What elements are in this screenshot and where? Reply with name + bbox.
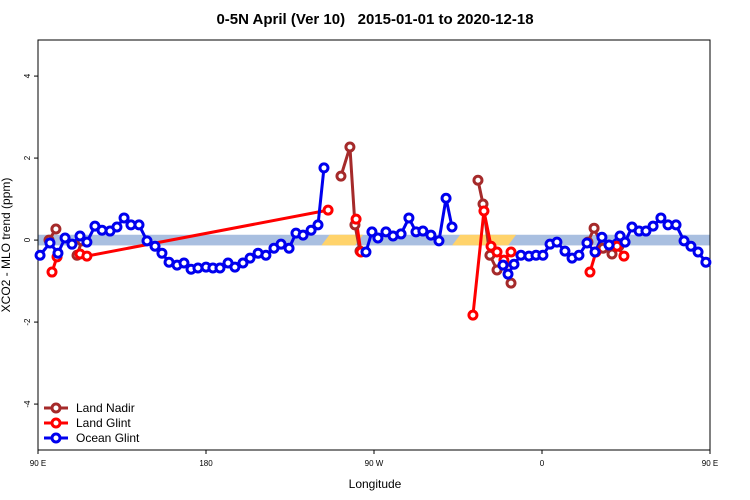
y-tick-label: 2	[23, 155, 32, 160]
data-point	[537, 249, 549, 261]
data-point	[372, 232, 384, 244]
data-point	[573, 249, 585, 261]
data-point	[244, 252, 256, 264]
legend-marker	[50, 417, 62, 429]
x-axis-label: Longitude	[349, 477, 402, 491]
data-point	[141, 235, 153, 247]
series-line	[47, 146, 621, 284]
data-point	[312, 219, 324, 231]
data-point	[46, 266, 58, 278]
data-point	[81, 250, 93, 262]
legend-marker	[50, 402, 62, 414]
data-point	[50, 223, 62, 235]
x-tick-label: 90 E	[702, 459, 718, 468]
data-point	[440, 192, 452, 204]
data-point	[670, 219, 682, 231]
data-point	[446, 221, 458, 233]
legend-label: Land Nadir	[76, 401, 135, 415]
data-point	[283, 242, 295, 254]
data-point	[81, 236, 93, 248]
data-point	[133, 219, 145, 231]
data-point	[395, 228, 407, 240]
data-point	[260, 249, 272, 261]
data-point	[589, 246, 601, 258]
data-point	[603, 239, 615, 251]
data-point	[678, 235, 690, 247]
band-highlight	[452, 234, 517, 246]
band-highlight	[321, 234, 364, 246]
data-point	[472, 174, 484, 186]
data-point	[588, 222, 600, 234]
data-point	[505, 246, 517, 258]
data-point	[74, 230, 86, 242]
data-point	[403, 212, 415, 224]
data-point	[467, 309, 479, 321]
data-point	[551, 236, 563, 248]
data-point	[478, 205, 490, 217]
legend-label: Land Glint	[76, 416, 131, 430]
data-point	[647, 220, 659, 232]
data-point	[34, 249, 46, 261]
data-point	[425, 229, 437, 241]
data-point	[335, 170, 347, 182]
data-point	[655, 212, 667, 224]
data-point	[596, 231, 608, 243]
data-point	[118, 212, 130, 224]
chart-title: 0-5N April (Ver 10) 2015-01-01 to 2020-1…	[216, 11, 533, 28]
y-tick-label: -4	[23, 400, 32, 408]
x-tick-label: 90 E	[30, 459, 46, 468]
data-point	[584, 266, 596, 278]
data-point	[305, 224, 317, 236]
y-tick-label: 0	[23, 237, 32, 242]
data-point	[433, 235, 445, 247]
data-point	[505, 277, 517, 289]
data-point	[508, 258, 520, 270]
data-point	[559, 245, 571, 257]
data-point	[417, 225, 429, 237]
data-point	[640, 225, 652, 237]
data-point	[685, 240, 697, 252]
data-point	[344, 141, 356, 153]
data-point	[111, 221, 123, 233]
data-point	[52, 247, 64, 259]
data-point	[497, 259, 509, 271]
y-tick-label: 4	[23, 73, 32, 78]
y-tick-label: -2	[23, 318, 32, 326]
data-point	[692, 246, 704, 258]
legend-label: Ocean Glint	[76, 431, 140, 445]
x-tick-label: 90 W	[365, 459, 384, 468]
data-point	[606, 248, 618, 260]
data-point	[350, 213, 362, 225]
data-point	[156, 247, 168, 259]
data-point	[59, 232, 71, 244]
data-point	[618, 250, 630, 262]
data-point	[502, 268, 514, 280]
data-point	[237, 257, 249, 269]
data-point	[581, 237, 593, 249]
data-point	[360, 246, 372, 258]
data-point	[322, 204, 334, 216]
data-point	[66, 238, 78, 250]
data-point	[44, 237, 56, 249]
data-point	[229, 261, 241, 273]
data-point	[149, 240, 161, 252]
data-point	[275, 238, 287, 250]
data-point	[214, 262, 226, 274]
data-point	[366, 226, 378, 238]
data-point	[297, 229, 309, 241]
data-point	[700, 256, 712, 268]
x-tick-label: 180	[199, 459, 213, 468]
legend-marker	[50, 432, 62, 444]
data-point	[318, 162, 330, 174]
data-point	[619, 236, 631, 248]
x-tick-label: 0	[540, 459, 545, 468]
data-point	[491, 246, 503, 258]
y-axis-label: XCO2 - MLO trend (ppm)	[0, 178, 13, 313]
data-point	[178, 257, 190, 269]
